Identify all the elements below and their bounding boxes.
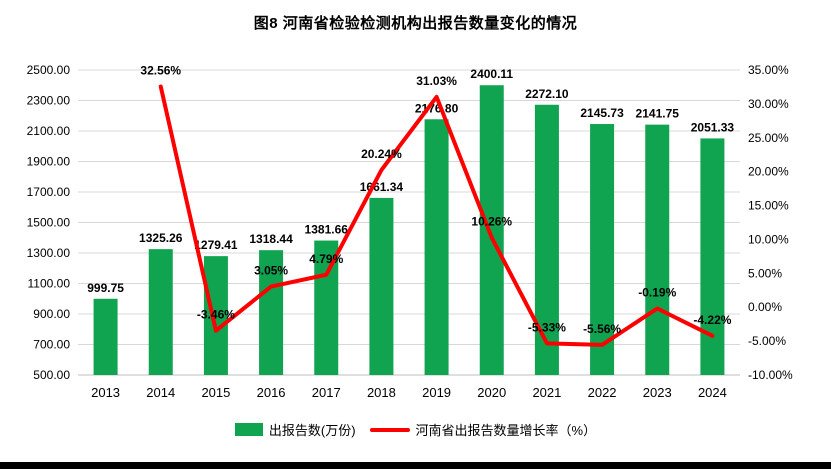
right-axis-tick: 5.00%	[748, 266, 782, 280]
x-axis-label: 2018	[367, 385, 396, 400]
bar-value-label: 2176.80	[415, 101, 459, 115]
bar	[203, 256, 228, 375]
bar-value-label: 1381.66	[305, 223, 349, 237]
left-axis-tick: 2300.00	[27, 94, 71, 108]
bar-value-label: 2145.73	[580, 106, 624, 120]
bar	[259, 250, 284, 375]
bar-value-label: 999.75	[87, 281, 124, 295]
bar-value-label: 2400.11	[470, 67, 513, 81]
bar	[645, 124, 670, 376]
x-axis-label: 2020	[477, 385, 506, 400]
legend-item-line: 河南省出报告数量增长率（%）	[369, 420, 597, 439]
line-value-label: -5.33%	[528, 320, 566, 334]
x-axis-label: 2016	[257, 385, 286, 400]
left-axis-tick: 700.00	[33, 338, 70, 352]
right-axis-tick: 30.00%	[748, 97, 789, 111]
right-axis-tick: 0.00%	[748, 300, 782, 314]
left-axis-tick: 1100.00	[28, 277, 71, 291]
bar	[93, 298, 118, 375]
bar-value-label: 1279.41	[194, 238, 238, 252]
x-axis-label: 2013	[91, 385, 120, 400]
legend-label-line: 河南省出报告数量增长率（%）	[415, 423, 597, 438]
line-value-label: 20.24%	[361, 147, 402, 161]
x-axis-label: 2023	[643, 385, 672, 400]
right-axis-tick: 20.00%	[748, 165, 789, 179]
right-axis-tick: -5.00%	[748, 334, 786, 348]
line-value-label: 10.26%	[471, 215, 512, 229]
bar	[700, 138, 725, 375]
x-axis-label: 2022	[588, 385, 617, 400]
bar-value-label: 1325.26	[139, 231, 183, 245]
left-axis-tick: 1700.00	[27, 185, 71, 199]
bar	[534, 104, 559, 375]
line-value-label: 32.56%	[140, 64, 181, 78]
bar-value-label: 1661.34	[360, 180, 404, 194]
line-value-label: -5.56%	[583, 322, 621, 336]
x-axis-label: 2021	[532, 385, 561, 400]
right-axis-tick: 25.00%	[748, 131, 789, 145]
combo-chart: 500.00 700.00 900.00 1100.00 1300.00 1500.00 1…	[27, 63, 793, 400]
line-value-label: -4.22%	[693, 313, 731, 327]
left-axis-tick: 900.00	[33, 307, 70, 321]
x-axis-label: 2015	[201, 385, 230, 400]
line-value-label: 4.79%	[309, 252, 343, 266]
legend-item-bars: 出报告数(万份)	[234, 420, 356, 439]
right-axis-tick: 15.00%	[748, 199, 789, 213]
bar-value-label: 2272.10	[525, 87, 569, 101]
bar-value-label: 1318.44	[249, 232, 293, 246]
right-axis-tick: -10.00%	[748, 368, 793, 382]
bar-series-swatch-icon	[234, 423, 263, 436]
bar	[424, 119, 449, 376]
chart-title: 图8 河南省检验检测机构出报告数量变化的情况	[253, 15, 578, 32]
left-axis-tick: 2100.00	[27, 124, 71, 138]
line-value-label: 3.05%	[254, 264, 288, 278]
left-axis-tick: 2500.00	[27, 63, 71, 77]
x-axis-label: 2014	[146, 385, 175, 400]
right-axis-tick: 10.00%	[748, 232, 789, 246]
growth-rate-line	[158, 84, 715, 347]
legend-label-bars: 出报告数(万份)	[268, 423, 356, 438]
x-axis-label: 2017	[312, 385, 341, 400]
line-series-swatch-icon	[369, 427, 410, 432]
left-axis-tick: 1900.00	[27, 155, 71, 169]
bottom-divider	[0, 462, 831, 469]
left-axis-tick: 1500.00	[27, 216, 71, 230]
bar	[590, 124, 615, 375]
line-value-label: -0.19%	[638, 286, 676, 300]
bar	[479, 85, 504, 376]
left-axis-tick: 1300.00	[27, 246, 71, 260]
bar-value-label: 2051.33	[691, 120, 735, 134]
right-axis-tick: 35.00%	[748, 63, 789, 77]
bar-value-label: 2141.75	[636, 107, 680, 121]
bar	[369, 197, 394, 375]
line-value-label: -3.46%	[197, 308, 235, 322]
chart-legend: 出报告数(万份) 河南省出报告数量增长率（%）	[0, 420, 831, 439]
bar	[148, 249, 173, 375]
line-value-label: 31.03%	[416, 74, 457, 88]
x-axis-label: 2024	[698, 385, 727, 400]
left-axis-tick: 500.00	[33, 368, 70, 382]
x-axis-label: 2019	[422, 385, 451, 400]
